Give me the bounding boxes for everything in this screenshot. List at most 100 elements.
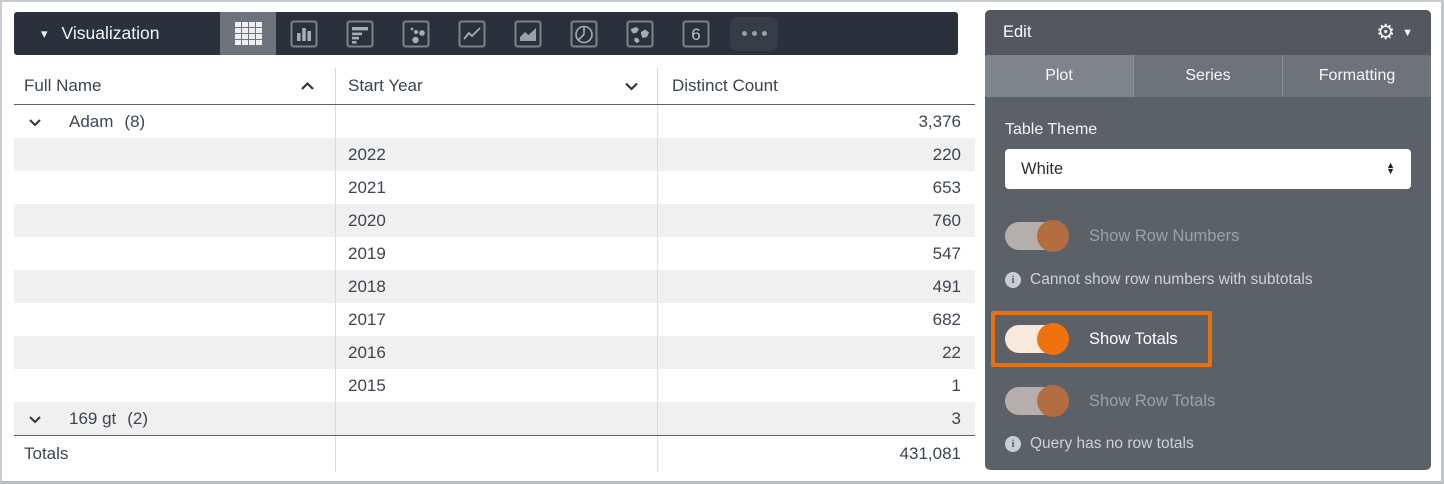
- viz-type-bar-chart[interactable]: [332, 12, 388, 55]
- table-row: 2022 220: [14, 138, 975, 171]
- area-chart-icon: [514, 20, 542, 47]
- cell-start-year: 2021: [335, 171, 657, 204]
- row-totals-note: i Query has no row totals: [1005, 435, 1411, 453]
- cell-start-year: 2017: [335, 303, 657, 336]
- sort-descending-icon[interactable]: [624, 81, 639, 91]
- pie-chart-icon: [570, 20, 598, 47]
- table-header-row: Full Name Start Year Distinct Count: [14, 68, 975, 105]
- edit-panel: Edit ⚙ ▼ Plot Series Formatting Table Th…: [985, 10, 1431, 470]
- column-label: Full Name: [24, 76, 102, 95]
- cell-distinct-count: 491: [657, 270, 975, 303]
- cell-distinct-count: 3: [657, 402, 975, 435]
- cell-distinct-count: 653: [657, 171, 975, 204]
- cell-start-year: [335, 105, 657, 138]
- show-row-numbers-toggle[interactable]: [1005, 220, 1069, 252]
- show-row-numbers-row: Show Row Numbers: [1005, 220, 1411, 252]
- collapse-group-icon[interactable]: [28, 409, 42, 429]
- collapse-group-icon[interactable]: [28, 112, 42, 132]
- ellipsis-icon: [741, 31, 747, 36]
- toggle-label: Show Row Numbers: [1089, 226, 1240, 245]
- cell-start-year: 2019: [335, 237, 657, 270]
- tab-series[interactable]: Series: [1133, 55, 1282, 97]
- single-value-icon: 6: [682, 20, 710, 47]
- plot-tab-content: Table Theme White ▲ ▼ Show Row Numbers i …: [985, 121, 1431, 453]
- tab-formatting[interactable]: Formatting: [1282, 55, 1431, 97]
- visualization-menu-label: Visualization: [61, 23, 160, 43]
- panel-tabs: Plot Series Formatting: [985, 55, 1431, 97]
- table-row: 2017 682: [14, 303, 975, 336]
- panel-title: Edit: [1003, 23, 1032, 41]
- data-table: Full Name Start Year Distinct Count: [14, 68, 975, 472]
- info-icon: i: [1005, 436, 1021, 452]
- viz-type-single-value[interactable]: 6: [668, 12, 724, 55]
- show-totals-toggle[interactable]: [1005, 323, 1069, 355]
- group-count: (2): [127, 408, 149, 428]
- table-row-group: Adam (8) 3,376: [14, 105, 975, 138]
- column-label: Start Year: [348, 76, 423, 95]
- totals-value: 431,081: [657, 436, 975, 472]
- group-name: Adam: [69, 111, 114, 131]
- column-chart-icon: [290, 20, 318, 47]
- cell-start-year: 2020: [335, 204, 657, 237]
- show-row-totals-toggle[interactable]: [1005, 385, 1069, 417]
- show-row-totals-row: Show Row Totals: [1005, 385, 1411, 417]
- cell-start-year: [335, 402, 657, 435]
- table-row: 2016 22: [14, 336, 975, 369]
- cell-distinct-count: 1: [657, 369, 975, 402]
- table-icon: [234, 22, 262, 45]
- edit-panel-header: Edit ⚙ ▼: [985, 10, 1431, 55]
- viz-type-area-chart[interactable]: [500, 12, 556, 55]
- cell-distinct-count: 3,376: [657, 105, 975, 138]
- visualization-toolbar: ▾ Visualization: [14, 12, 958, 55]
- note-text: Cannot show row numbers with subtotals: [1030, 271, 1313, 288]
- more-viz-types-button[interactable]: [730, 16, 778, 51]
- select-updown-icon: ▲ ▼: [1386, 160, 1395, 176]
- column-label: Distinct Count: [672, 76, 778, 95]
- column-header-full-name[interactable]: Full Name: [14, 68, 335, 104]
- toggle-label: Show Row Totals: [1089, 391, 1216, 410]
- gear-icon: ⚙: [1376, 21, 1396, 44]
- table-row: 2015 1: [14, 369, 975, 402]
- settings-menu-button[interactable]: ⚙ ▼: [1376, 22, 1413, 43]
- cell-start-year: 2015: [335, 369, 657, 402]
- table-row: 2020 760: [14, 204, 975, 237]
- cell-distinct-count: 22: [657, 336, 975, 369]
- scatter-icon: [402, 20, 430, 47]
- viz-type-column-chart[interactable]: [276, 12, 332, 55]
- cell-start-year: 2018: [335, 270, 657, 303]
- note-text: Query has no row totals: [1030, 435, 1194, 452]
- tab-plot[interactable]: Plot: [985, 55, 1133, 97]
- toggle-label: Show Totals: [1089, 329, 1178, 348]
- row-numbers-note: i Cannot show row numbers with subtotals: [1005, 271, 1411, 289]
- viz-type-pie-chart[interactable]: [556, 12, 612, 55]
- viz-type-map[interactable]: [612, 12, 668, 55]
- table-theme-label: Table Theme: [1005, 121, 1098, 138]
- cell-start-year: 2016: [335, 336, 657, 369]
- cell-distinct-count: 547: [657, 237, 975, 270]
- info-icon: i: [1005, 272, 1021, 288]
- single-value-glyph: 6: [691, 25, 700, 44]
- table-theme-select[interactable]: White ▲ ▼: [1005, 149, 1411, 189]
- viz-type-scatter[interactable]: [388, 12, 444, 55]
- chevron-down-icon: ▾: [41, 26, 48, 41]
- cell-start-year: 2022: [335, 138, 657, 171]
- line-chart-icon: [458, 20, 486, 47]
- table-row: 2018 491: [14, 270, 975, 303]
- table-row: 2019 547: [14, 237, 975, 270]
- viz-type-table[interactable]: [220, 12, 276, 55]
- show-totals-highlight: Show Totals: [991, 311, 1212, 367]
- column-header-start-year[interactable]: Start Year: [335, 68, 657, 104]
- cell-distinct-count: 760: [657, 204, 975, 237]
- visualization-menu[interactable]: ▾ Visualization: [14, 12, 220, 55]
- table-theme-value: White: [1021, 159, 1064, 178]
- totals-label: Totals: [24, 444, 69, 463]
- totals-row: Totals 431,081: [14, 435, 975, 472]
- viz-type-line-chart[interactable]: [444, 12, 500, 55]
- group-name: 169 gt: [69, 408, 117, 428]
- group-count: (8): [124, 111, 146, 131]
- sort-ascending-icon[interactable]: [300, 81, 315, 91]
- column-header-distinct-count[interactable]: Distinct Count: [657, 68, 975, 104]
- chevron-down-icon: ▼: [1402, 26, 1413, 39]
- table-row-group: 169 gt (2) 3: [14, 402, 975, 435]
